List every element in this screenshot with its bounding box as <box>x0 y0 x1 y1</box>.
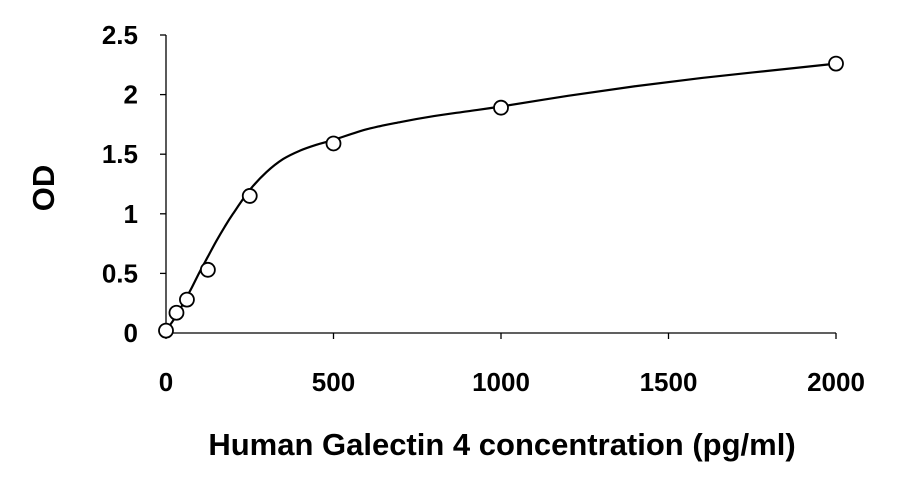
axes <box>165 35 836 334</box>
data-point <box>241 188 258 204</box>
x-tick-label: 0 <box>159 367 173 397</box>
x-axis-title: Human Galectin 4 concentration (pg/ml) <box>208 427 795 462</box>
x-tick-label: 1000 <box>472 367 530 397</box>
data-point <box>179 291 195 308</box>
data-point <box>168 304 185 321</box>
fit-curve-line <box>165 62 837 332</box>
tick-labels: 0 0.5 1 1.5 2 2.5 0 500 1000 1500 2000 <box>102 20 865 397</box>
tick-marks <box>160 34 837 339</box>
x-tick-label: 500 <box>312 367 355 397</box>
data-point <box>828 55 844 72</box>
y-tick-label: 2.5 <box>102 20 138 50</box>
y-tick-label: 0.5 <box>102 258 138 288</box>
y-axis-title: OD <box>26 165 61 212</box>
data-point <box>158 322 174 339</box>
data-point <box>325 135 342 152</box>
y-tick-label: 2 <box>124 80 138 110</box>
data-points <box>158 55 844 339</box>
y-tick-label: 0 <box>124 318 138 348</box>
x-tick-label: 2000 <box>807 367 865 397</box>
data-point <box>199 261 216 278</box>
y-tick-label: 1 <box>124 199 138 229</box>
x-tick-label: 1500 <box>640 367 698 397</box>
y-tick-label: 1.5 <box>102 139 138 169</box>
data-point <box>493 99 509 116</box>
